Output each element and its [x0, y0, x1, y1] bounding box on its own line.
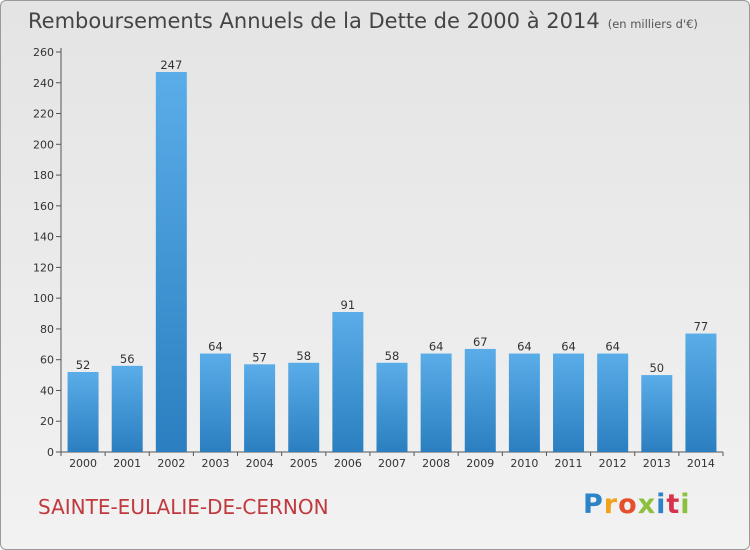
bar-chart: 0 20 40 60 80 100 120 140 160 180 200 220 240 260 52 20…	[33, 46, 724, 470]
bar	[67, 372, 99, 452]
y-tick-label: 140	[33, 231, 54, 244]
y-tick-label: 120	[33, 261, 54, 274]
y-tick-label: 200	[33, 138, 54, 151]
bar	[376, 362, 408, 452]
chart-unit: (en milliers d'€)	[607, 17, 698, 31]
x-tick-label: 2008	[422, 457, 450, 470]
bar-value-label: 77	[694, 320, 709, 334]
bar-value-label: 64	[208, 340, 223, 354]
chart-title-text: Remboursements Annuels de la Dette de 20…	[28, 9, 600, 33]
y-tick-label: 240	[33, 77, 54, 90]
bar-value-label: 56	[120, 352, 135, 366]
bar-value-label: 50	[649, 361, 664, 375]
x-tick-label: 2010	[510, 457, 538, 470]
bar	[111, 365, 143, 452]
bar-value-label: 64	[517, 340, 532, 354]
y-tick-label: 40	[40, 384, 54, 397]
chart-title: Remboursements Annuels de la Dette de 20…	[28, 9, 698, 33]
y-tick-label: 220	[33, 108, 54, 121]
y-tick-label: 60	[40, 354, 54, 367]
bar	[244, 364, 276, 452]
x-tick-label: 2001	[113, 457, 141, 470]
y-tick-label: 260	[33, 46, 54, 59]
y-tick-label: 180	[33, 169, 54, 182]
bar	[553, 353, 585, 452]
bar	[685, 333, 717, 452]
commune-name: SAINTE-EULALIE-DE-CERNON	[38, 495, 329, 519]
bar-value-label: 64	[561, 340, 576, 354]
y-tick-label: 100	[33, 292, 54, 305]
bar-value-label: 58	[296, 349, 311, 363]
proxiti-logo: Proxiti	[583, 489, 691, 520]
y-tick-label: 80	[40, 323, 54, 336]
bar	[199, 353, 231, 452]
bar	[508, 353, 540, 452]
bar-value-label: 52	[76, 358, 91, 372]
x-tick-label: 2006	[334, 457, 362, 470]
x-tick-label: 2011	[555, 457, 583, 470]
bar	[155, 72, 187, 452]
bar-value-label: 247	[160, 58, 182, 72]
x-tick-label: 2002	[157, 457, 185, 470]
x-tick-label: 2009	[466, 457, 494, 470]
y-tick-label: 20	[40, 415, 54, 428]
y-tick-label: 0	[47, 446, 54, 459]
x-tick-label: 2005	[290, 457, 318, 470]
x-tick-label: 2013	[643, 457, 671, 470]
bar	[420, 353, 452, 452]
bar	[641, 375, 673, 452]
bar-value-label: 64	[429, 340, 444, 354]
y-tick-label: 160	[33, 200, 54, 213]
bar-value-label: 58	[385, 349, 400, 363]
x-tick-label: 2004	[246, 457, 274, 470]
x-tick-label: 2007	[378, 457, 406, 470]
bar	[464, 348, 496, 452]
bar-value-label: 64	[605, 340, 620, 354]
x-tick-label: 2000	[69, 457, 97, 470]
bar	[332, 312, 364, 452]
bar-value-label: 67	[473, 335, 488, 349]
bar	[288, 362, 320, 452]
bar	[597, 353, 629, 452]
bar-value-label: 91	[341, 298, 356, 312]
bar-value-label: 57	[252, 350, 267, 364]
x-tick-label: 2003	[201, 457, 229, 470]
x-tick-label: 2012	[599, 457, 627, 470]
x-tick-label: 2014	[687, 457, 715, 470]
